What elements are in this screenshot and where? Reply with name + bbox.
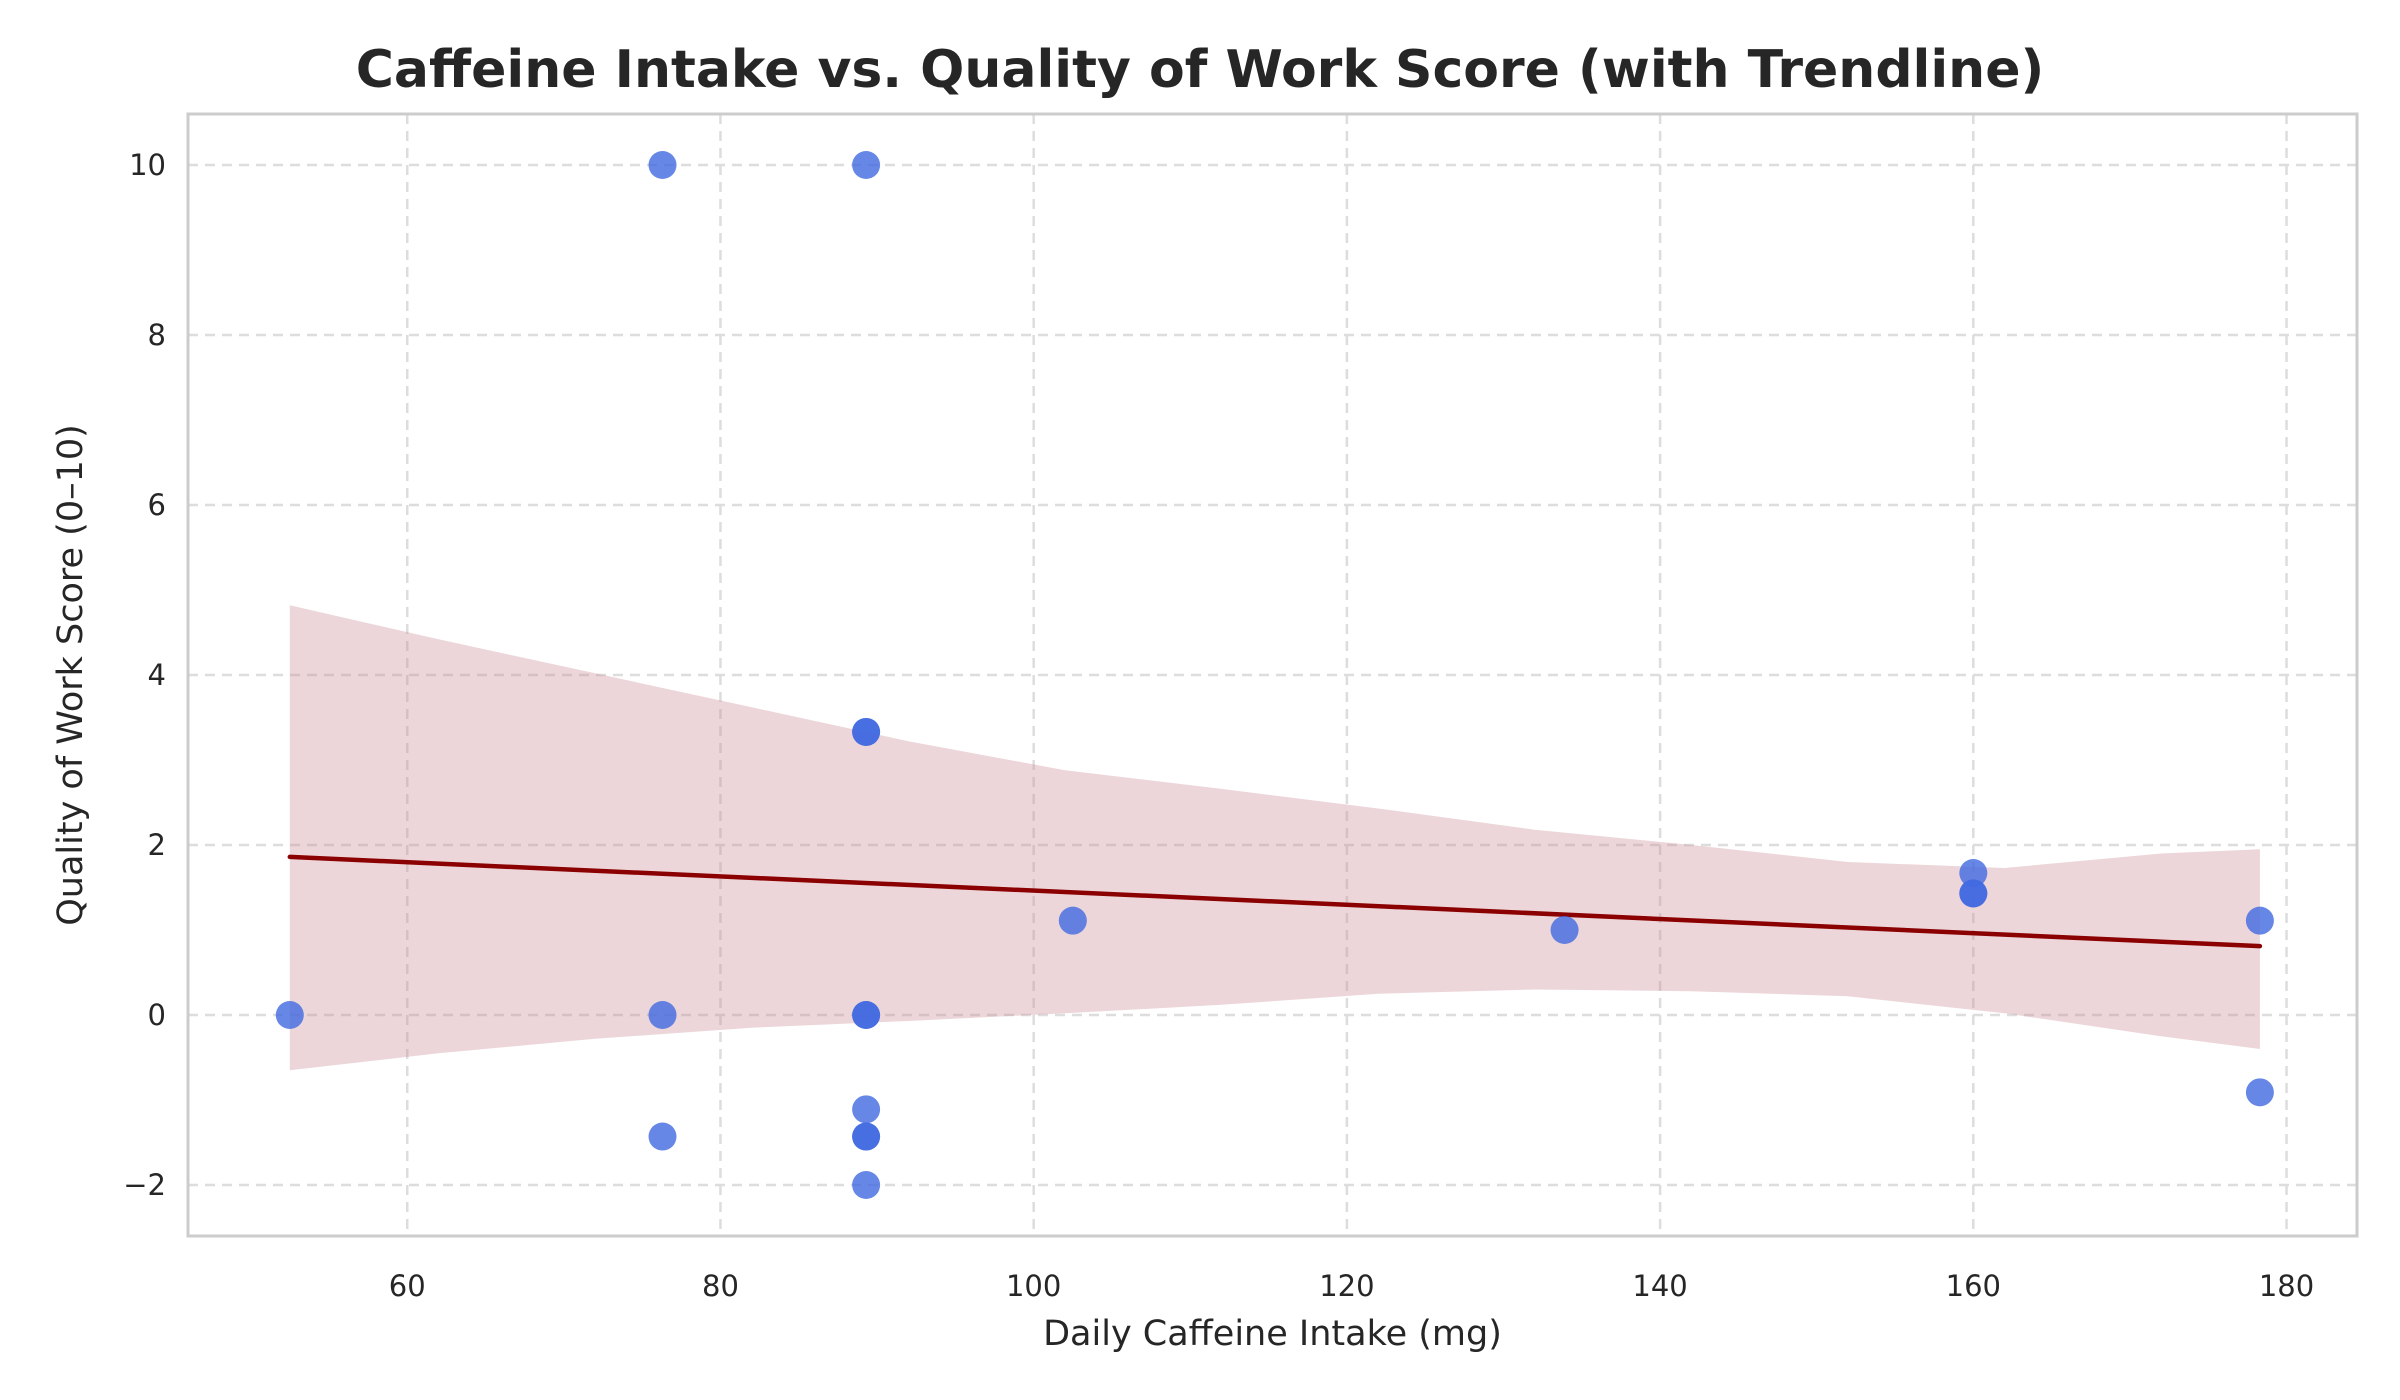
data-point (852, 1171, 881, 1199)
y-tick-label: 6 (148, 488, 166, 522)
data-point (852, 1122, 881, 1151)
y-tick-label: 2 (148, 828, 166, 862)
trendline (287, 854, 2263, 949)
data-point (648, 151, 677, 179)
chart-title: Caffeine Intake vs. Quality of Work Scor… (355, 40, 2045, 100)
plot-frame (186, 112, 2359, 1238)
x-tick-label: 60 (389, 1269, 426, 1303)
data-point (852, 717, 881, 746)
data-point (648, 1122, 677, 1151)
confidence-band (289, 605, 2260, 1071)
x-tick-label: 180 (2259, 1269, 2314, 1303)
y-axis-ticks: −2 0 2 4 6 8 10 (123, 148, 166, 1202)
data-point (852, 1095, 881, 1124)
y-tick-label: 10 (129, 148, 166, 182)
x-tick-label: 100 (1006, 1269, 1061, 1303)
y-tick-label: 8 (148, 318, 166, 352)
x-tick-label: 120 (1319, 1269, 1374, 1303)
x-tick-label: 80 (702, 1269, 739, 1303)
grid-lines (188, 114, 2357, 1236)
data-point (1550, 916, 1579, 944)
data-point (852, 151, 881, 179)
data-point (852, 1001, 881, 1029)
data-point (2245, 1078, 2274, 1107)
data-point (648, 1001, 677, 1029)
data-point (1959, 859, 1988, 888)
data-point (1959, 879, 1988, 908)
y-tick-label: 0 (148, 998, 166, 1032)
x-axis-label: Daily Caffeine Intake (mg) (1043, 1314, 1502, 1354)
data-point (2245, 906, 2274, 935)
x-tick-label: 160 (1946, 1269, 2001, 1303)
y-axis-label: Quality of Work Score (0–10) (51, 424, 91, 926)
x-axis-ticks: 60 80 100 120 140 160 180 (389, 1269, 2314, 1303)
trendline-layer (287, 854, 2263, 949)
y-tick-label: −2 (123, 1168, 166, 1202)
data-point (275, 1001, 304, 1029)
y-tick-label: 4 (148, 658, 166, 692)
data-points (275, 151, 2274, 1199)
data-point (1058, 906, 1087, 935)
x-tick-label: 140 (1632, 1269, 1687, 1303)
confidence-band-layer (289, 605, 2260, 1071)
